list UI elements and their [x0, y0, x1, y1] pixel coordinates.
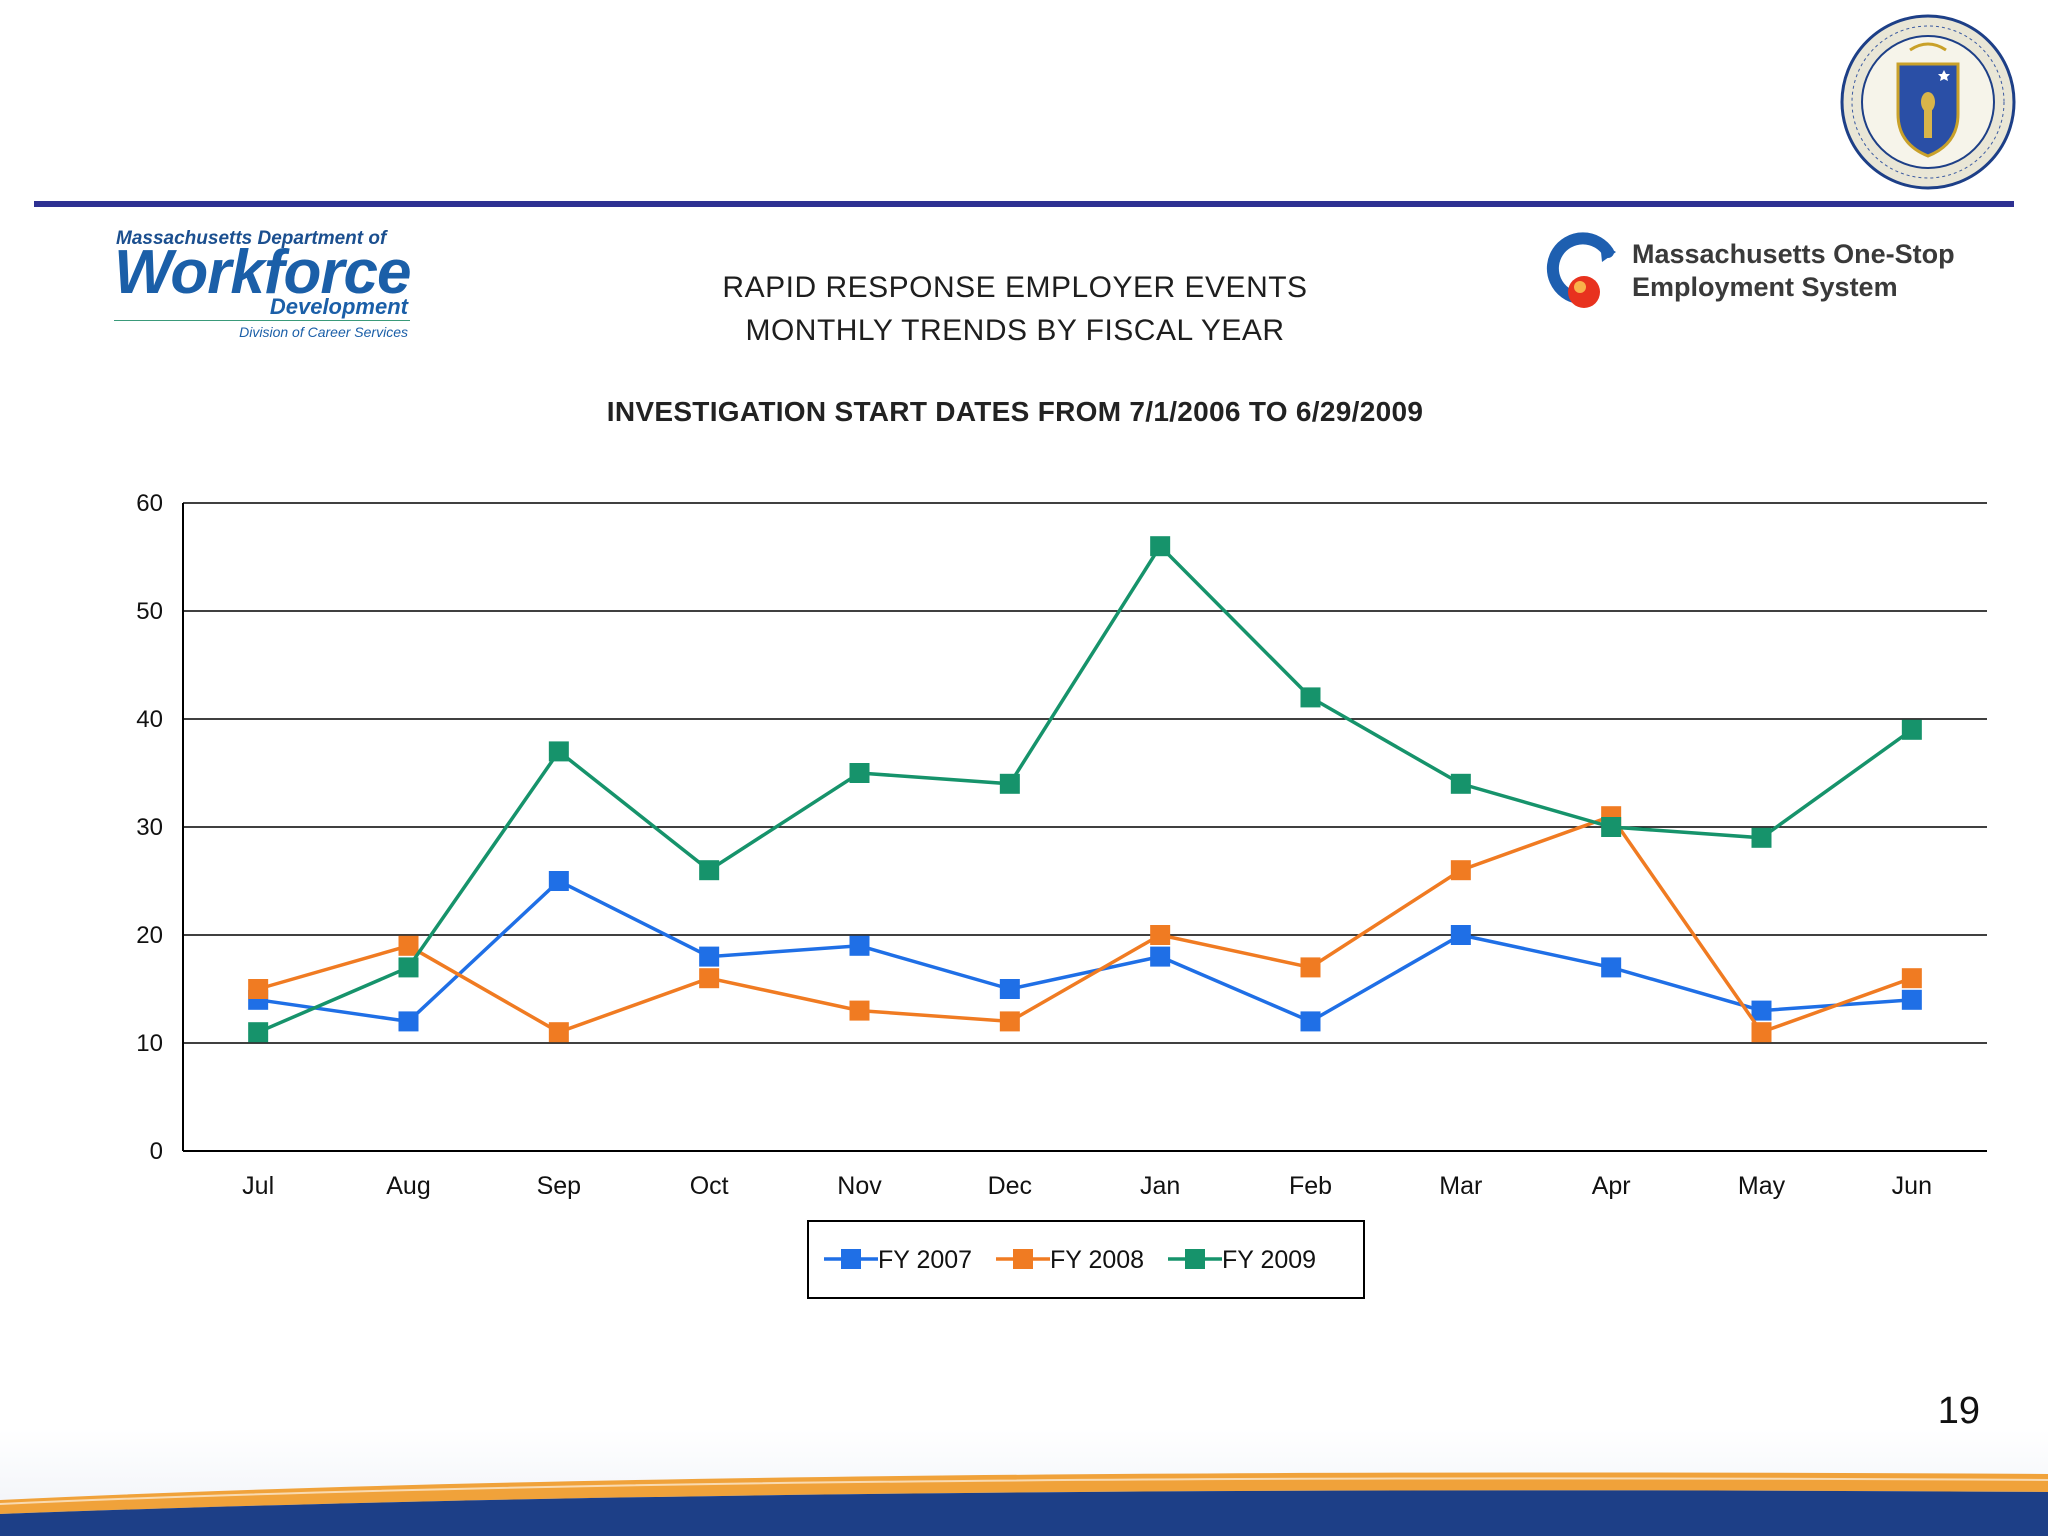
y-axis-tick-labels: 0 10 20 30 40 50 60 [136, 490, 163, 1165]
data-point [849, 763, 870, 783]
legend-box [807, 1220, 1365, 1299]
logo-department-text: Massachusetts Department of [116, 228, 387, 249]
data-point [699, 968, 720, 989]
data-point [1751, 1000, 1772, 1021]
data-point [1300, 687, 1321, 708]
workforce-development-logo: Massachusetts Department of Workforce De… [114, 228, 414, 340]
x-tick-label: Dec [988, 1172, 1032, 1200]
legend-swatch-marker [1013, 1249, 1033, 1269]
x-tick-label: Mar [1439, 1172, 1482, 1200]
data-point [1751, 1022, 1772, 1043]
logo-workforce-text: Workforce [114, 238, 411, 307]
series-line [257, 543, 1913, 1034]
slide-title: RAPID RESPONSE EMPLOYER EVENTS MONTHLY T… [640, 266, 1390, 352]
data-point [1751, 827, 1772, 848]
series-line [257, 878, 1912, 1024]
chart-gridlines [183, 502, 1987, 1044]
y-tick-label: 20 [136, 922, 163, 949]
series-fy-2009 [248, 536, 1922, 1043]
data-point [1450, 925, 1471, 945]
title-line-2: MONTHLY TRENDS BY FISCAL YEAR [745, 314, 1285, 347]
data-point [1901, 719, 1922, 740]
x-tick-label: May [1738, 1172, 1786, 1200]
x-tick-label: Oct [690, 1172, 729, 1200]
y-tick-label: 40 [136, 706, 163, 733]
data-point [699, 860, 720, 881]
data-point [849, 1000, 870, 1021]
y-tick-label: 0 [150, 1138, 163, 1165]
data-point [1150, 925, 1171, 945]
series-fy-2007 [248, 871, 1922, 1032]
x-tick-label: Apr [1592, 1172, 1631, 1200]
data-point [849, 935, 870, 956]
data-point [548, 1022, 569, 1043]
legend-label: FY 2007 [878, 1246, 972, 1274]
x-tick-label: Jan [1140, 1172, 1180, 1200]
header-divider [34, 201, 2014, 207]
x-tick-label: Aug [386, 1172, 430, 1200]
y-tick-label: 10 [136, 1030, 163, 1057]
data-point [248, 1022, 269, 1043]
chart-title: INVESTIGATION START DATES FROM 7/1/2006 … [606, 396, 1424, 427]
x-axis-tick-labels: Jul Aug Sep Oct Nov Dec Jan Feb Mar Apr May Jun [242, 1172, 1932, 1200]
logo-development-text: Development [269, 294, 408, 319]
legend-swatch-marker [841, 1249, 861, 1269]
chart-legend: FY 2007 FY 2008 FY 2009 [807, 1220, 1365, 1299]
series-line [257, 814, 1913, 1035]
data-point [548, 741, 569, 762]
data-point [1601, 817, 1622, 837]
data-point [1901, 968, 1922, 989]
data-point [398, 1011, 419, 1032]
title-line-1: RAPID RESPONSE EMPLOYER EVENTS [722, 271, 1308, 304]
chart-axes [182, 503, 1987, 1152]
x-tick-label: Jun [1892, 1172, 1932, 1200]
one-stop-line-2: Employment System [1632, 272, 1898, 302]
series-fy-2008 [248, 806, 1922, 1043]
data-point [398, 935, 419, 956]
legend-label: FY 2009 [1222, 1246, 1316, 1274]
data-point [1300, 957, 1321, 978]
data-point [999, 979, 1020, 999]
massachusetts-seal-icon [1840, 14, 2016, 190]
data-point [1150, 946, 1171, 967]
one-stop-text: Massachusetts One-Stop Employment System [1632, 238, 1955, 304]
data-point [699, 946, 720, 967]
legend-label: FY 2008 [1050, 1246, 1144, 1274]
one-stop-logo: Massachusetts One-Stop Employment System [1538, 230, 1988, 320]
logo-division-text: Division of Career Services [239, 324, 408, 340]
legend-swatch-marker [1185, 1249, 1205, 1269]
data-point [548, 871, 569, 891]
x-tick-label: Feb [1289, 1172, 1332, 1200]
data-point [1450, 860, 1471, 881]
data-point [999, 773, 1020, 794]
x-tick-label: Jul [242, 1172, 274, 1200]
x-tick-label: Nov [837, 1172, 882, 1200]
data-point [1901, 989, 1922, 1010]
y-tick-label: 50 [136, 598, 163, 625]
data-point [398, 957, 419, 978]
y-tick-label: 30 [136, 814, 163, 841]
data-point [248, 979, 269, 999]
chart-series [248, 536, 1922, 1043]
logo-divider [114, 320, 410, 321]
one-stop-line-1: Massachusetts One-Stop [1632, 239, 1955, 269]
data-point [1601, 957, 1622, 978]
one-stop-swirl-icon [1546, 232, 1616, 308]
x-tick-label: Sep [537, 1172, 581, 1200]
data-point [1150, 536, 1171, 557]
page-number: 19 [1937, 1390, 1980, 1432]
data-point [1300, 1011, 1321, 1032]
footer-band [0, 1430, 2048, 1536]
data-point [1450, 773, 1471, 794]
data-point [999, 1011, 1020, 1032]
y-tick-label: 60 [136, 490, 163, 517]
